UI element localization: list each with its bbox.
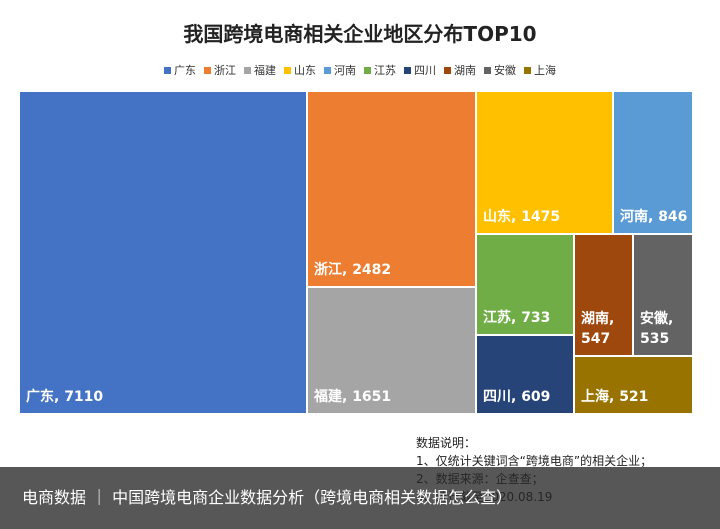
legend-label: 江苏: [374, 64, 396, 77]
legend-label: 山东: [294, 64, 316, 77]
legend-item: 湖南: [444, 62, 476, 78]
legend-label: 福建: [254, 64, 276, 77]
treemap-cell: 江苏, 733: [477, 235, 573, 334]
data-label: 福建, 1651: [314, 389, 392, 405]
treemap-cell: 山东, 1475: [477, 92, 612, 233]
legend-swatch: [244, 66, 251, 74]
treemap-cell: 上海, 521: [575, 357, 692, 413]
legend-item: 上海: [524, 62, 556, 78]
caption: 电商数据 ｜ 中国跨境电商企业数据分析（跨境电商相关数据怎么查）: [0, 467, 720, 529]
legend-swatch: [204, 66, 211, 74]
treemap-cell: 浙江, 2482: [308, 92, 475, 286]
legend-label: 河南: [334, 64, 356, 77]
legend-item: 广东: [164, 62, 196, 78]
data-label: 浙江, 2482: [314, 262, 392, 278]
legend-item: 河南: [324, 62, 356, 78]
data-label: 广东, 7110: [26, 389, 104, 405]
legend-swatch: [484, 66, 491, 74]
data-label: 江苏, 733: [483, 310, 551, 326]
legend-swatch: [524, 66, 531, 74]
data-label: 湖南, 547: [581, 311, 615, 347]
legend-label: 湖南: [454, 64, 476, 77]
data-label: 山东, 1475: [483, 209, 561, 225]
data-label: 安徽, 535: [640, 311, 674, 347]
treemap-cell: 福建, 1651: [308, 288, 475, 413]
note-line: 数据说明：: [416, 436, 477, 450]
legend-item: 安徽: [484, 62, 516, 78]
chart-title: 我国跨境电商相关企业地区分布TOP10: [183, 22, 537, 46]
treemap-cell: 湖南, 547: [575, 235, 632, 355]
legend-swatch: [324, 66, 331, 74]
legend-label: 上海: [534, 64, 556, 77]
legend-item: 四川: [404, 62, 436, 78]
legend-item: 江苏: [364, 62, 396, 78]
legend-item: 福建: [244, 62, 276, 78]
data-label: 河南, 846: [620, 209, 688, 225]
legend-label: 广东: [174, 64, 196, 77]
legend-swatch: [404, 66, 411, 74]
legend-label: 安徽: [494, 64, 516, 77]
legend-item: 山东: [284, 62, 316, 78]
legend-label: 浙江: [214, 64, 236, 77]
treemap-cell: 河南, 846: [614, 92, 692, 233]
note-line: 1、仅统计关键词含“跨境电商”的相关企业；: [416, 454, 653, 468]
legend-swatch: [164, 66, 171, 74]
data-label: 上海, 521: [581, 389, 649, 405]
legend-label: 四川: [414, 64, 436, 77]
legend-swatch: [364, 66, 371, 74]
legend-swatch: [444, 66, 451, 74]
treemap-cell: 四川, 609: [477, 336, 573, 413]
legend-item: 浙江: [204, 62, 236, 78]
data-label: 四川, 609: [483, 389, 551, 405]
treemap-cell: 安徽, 535: [634, 235, 692, 355]
legend: 广东 浙江 福建 山东 河南 江苏 四川 湖南 安徽 上海: [0, 62, 720, 78]
treemap-cell: 广东, 7110: [20, 92, 306, 413]
legend-swatch: [284, 66, 291, 74]
